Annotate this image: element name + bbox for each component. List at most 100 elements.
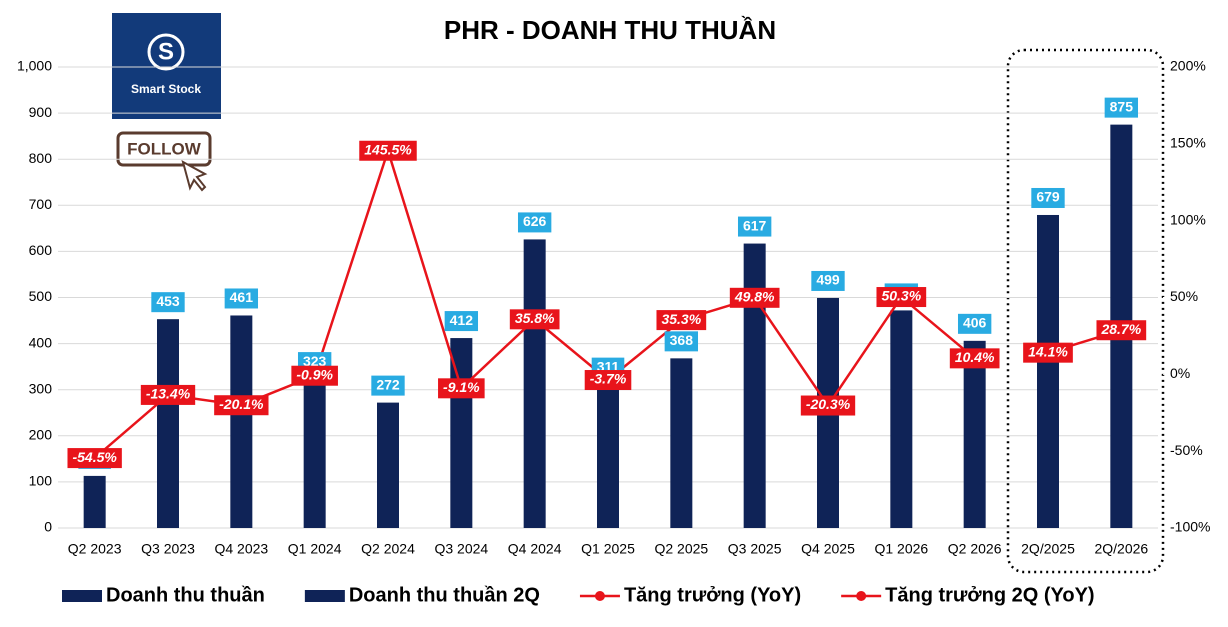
- x-tick-label: Q4 2024: [508, 541, 562, 557]
- x-tick-label: Q1 2025: [581, 541, 635, 557]
- bar-value-label: 499: [811, 270, 845, 291]
- y2-tick-label: -50%: [1170, 442, 1203, 458]
- line-value-label: 35.3%: [661, 311, 701, 327]
- bar-value-label: 406: [957, 313, 992, 334]
- line-value-label-bg: [584, 370, 632, 391]
- logo-icon: [147, 33, 185, 71]
- logo-icon: S: [158, 38, 174, 65]
- bar-value-label: 368: [670, 332, 694, 348]
- line-value-label: 10.4%: [949, 348, 1000, 369]
- line-value-label: 28.7%: [1096, 320, 1147, 341]
- x-tick-label: Q1 2024: [288, 541, 342, 557]
- line-value-label: -13.4%: [146, 386, 191, 402]
- cursor-icon: [181, 160, 208, 192]
- x-tick-label: 2Q/2026: [1094, 541, 1148, 557]
- bar-value-label: 679: [1036, 189, 1060, 205]
- bar-value-label: 875: [1110, 98, 1134, 114]
- line-value-label: 49.8%: [734, 289, 775, 305]
- x-tick-label: Q2 2026: [948, 541, 1002, 557]
- chart-title: PHR - DOANH THU THUẦN: [444, 15, 776, 45]
- line-value-label: -0.9%: [296, 366, 333, 382]
- bar-value-label: 499: [816, 272, 840, 288]
- legend-label: Tăng trưởng (YoY): [624, 584, 801, 606]
- bar-value-label-bg: [957, 313, 992, 334]
- bar-value-label-bg: [224, 288, 259, 309]
- bar: [157, 319, 179, 528]
- x-tick-label: Q2 2025: [654, 541, 708, 557]
- y2-tick-label: 50%: [1170, 288, 1198, 304]
- bar: [523, 239, 546, 528]
- y2-tick-label: -100%: [1170, 519, 1210, 535]
- bar: [83, 475, 106, 528]
- bar-value-label: 626: [517, 212, 552, 233]
- bar: [1037, 214, 1059, 528]
- legend-swatch: [62, 590, 102, 602]
- y-tick-label: 900: [29, 104, 53, 120]
- line-value-label: 14.1%: [1028, 343, 1068, 359]
- x-tick-label: Q1 2026: [874, 541, 928, 557]
- bar-value-label-bg: [811, 270, 845, 291]
- line-value-label: -3.7%: [584, 370, 632, 391]
- bar-value-label-bg: [371, 375, 405, 396]
- bar-value-label: 617: [737, 216, 772, 237]
- x-tick-label: Q2 2023: [68, 541, 122, 557]
- x-tick-label: Q3 2025: [728, 541, 782, 557]
- y-tick-label: 600: [29, 242, 53, 258]
- bar-value-label-bg: [1031, 187, 1065, 208]
- line-value-label: 35.3%: [656, 310, 707, 331]
- bar-value-label: 272: [371, 375, 405, 396]
- y2-tick-label: 0%: [1170, 365, 1190, 381]
- bar-value-label-bg: [151, 292, 185, 313]
- line-value-label-bg: [1023, 342, 1073, 363]
- logo-bg: [112, 13, 221, 119]
- bar-value-label: 323: [303, 353, 327, 369]
- bar-value-label-bg: [1104, 97, 1139, 118]
- y-tick-label: 400: [29, 334, 53, 350]
- bar-value-label-bg: [737, 216, 772, 237]
- line-value-label: 14.1%: [1023, 342, 1073, 363]
- bar-value-label: 406: [963, 315, 987, 331]
- legend-label: Tăng trưởng 2Q (YoY): [885, 584, 1094, 606]
- line-value-label: -3.7%: [590, 371, 627, 387]
- bar-value-label: 368: [664, 331, 699, 352]
- bar-value-label: 461: [224, 288, 259, 309]
- bar: [670, 358, 693, 528]
- line-value-label: -13.4%: [140, 384, 196, 405]
- line-value-label: -20.1%: [214, 395, 269, 416]
- bar-value-label: 412: [444, 311, 479, 332]
- line-value-label-bg: [509, 309, 560, 330]
- line-value-label-bg: [67, 448, 122, 469]
- legend-marker: [856, 591, 867, 601]
- legend-label: Doanh thu thuần 2Q: [349, 584, 540, 606]
- bar: [743, 243, 766, 529]
- line-value-label-bg: [656, 310, 707, 331]
- legend-marker: [594, 591, 605, 601]
- line-value-label: 35.8%: [515, 310, 555, 326]
- y2-tick-label: 200%: [1170, 58, 1206, 74]
- y-tick-label: 100: [29, 473, 53, 489]
- y-tick-label: 800: [29, 150, 53, 166]
- y-tick-label: 500: [29, 288, 53, 304]
- logo-text: Smart Stock: [131, 82, 201, 96]
- bar-value-label: 679: [1031, 187, 1065, 208]
- y-tick-label: 700: [29, 196, 53, 212]
- x-tick-label: Q3 2023: [141, 541, 195, 557]
- y2-tick-label: 100%: [1170, 211, 1206, 227]
- line-value-label: 50.3%: [881, 288, 921, 304]
- bar-value-label: 412: [450, 312, 474, 328]
- line-value-label: -20.1%: [219, 396, 264, 412]
- bar-value-label-bg: [444, 311, 479, 332]
- bar: [890, 310, 913, 528]
- line-value-label: 50.3%: [876, 287, 927, 308]
- y-tick-label: 200: [29, 427, 53, 443]
- line-value-label: -54.5%: [72, 449, 117, 465]
- line-value-label: 145.5%: [364, 141, 412, 157]
- line-value-label-bg: [140, 384, 196, 405]
- y-tick-label: 0: [44, 519, 52, 535]
- line-value-label: -9.1%: [443, 379, 480, 395]
- line-value-label-bg: [1096, 320, 1147, 341]
- bar-value-label-bg: [664, 331, 699, 352]
- line-value-label-bg: [729, 287, 780, 308]
